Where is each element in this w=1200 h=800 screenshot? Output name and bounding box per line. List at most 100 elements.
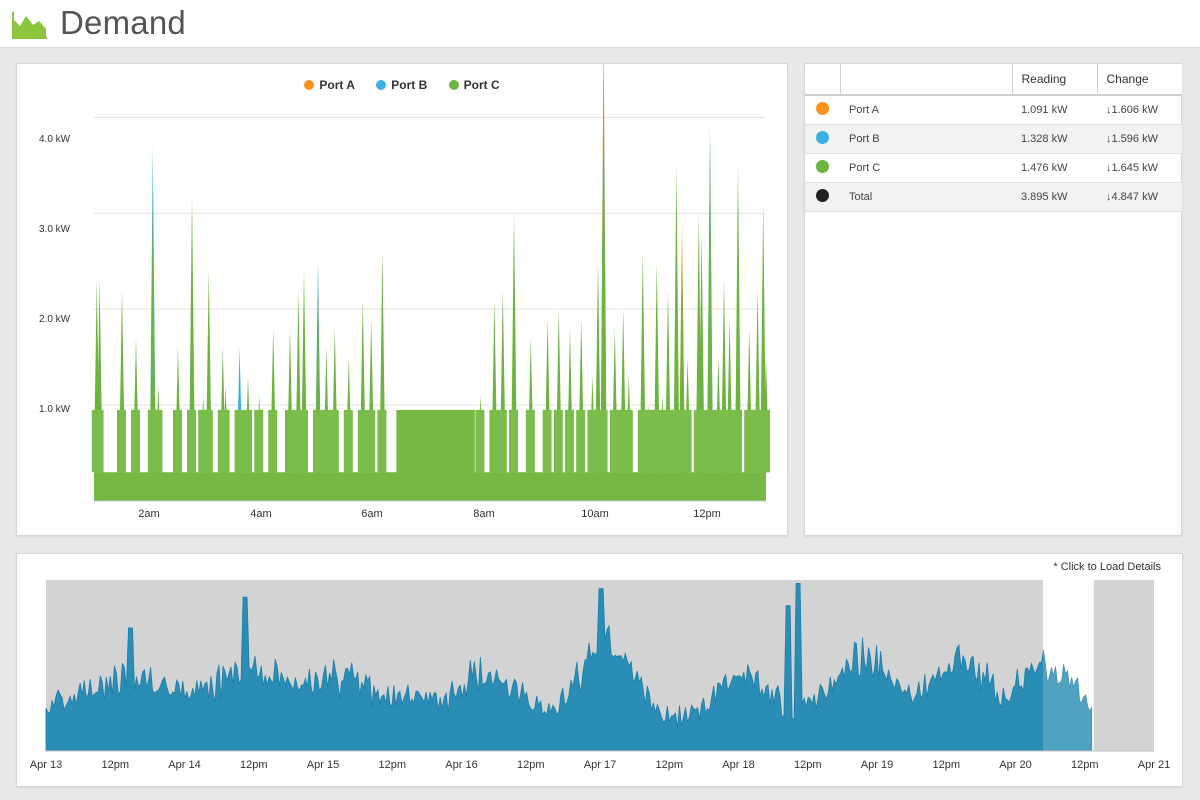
port-c-shoulder: [657, 409, 667, 473]
legend-label: Port A: [319, 78, 355, 92]
row-reading: 3.895 kW: [1012, 182, 1097, 212]
row-reading: 1.328 kW: [1012, 124, 1097, 154]
port-c-shoulder: [696, 409, 706, 473]
demand-plot[interactable]: [17, 64, 789, 504]
port-c-shoulder: [598, 409, 608, 473]
port-c-shoulder: [198, 409, 208, 473]
page-header: Demand: [0, 0, 1200, 48]
port-c-shoulder: [593, 409, 602, 473]
navigator-tick-label: Apr 15: [306, 759, 340, 771]
port-c-spike: [149, 203, 156, 473]
port-c-shoulder: [475, 409, 485, 473]
port-c-shoulder: [203, 409, 213, 473]
table-row[interactable]: Port C 1.476 kW ↓1.645 kW: [805, 153, 1182, 183]
port-c-shoulder: [173, 409, 182, 473]
port-c-shoulder: [618, 409, 628, 473]
chart-legend: Port A Port B Port C: [17, 78, 787, 92]
port-c-spike: [707, 146, 713, 473]
row-reading: 1.091 kW: [1012, 95, 1097, 125]
row-marker: [805, 182, 840, 212]
port-a-dot: [816, 101, 829, 115]
row-change: ↓1.596 kW: [1097, 124, 1182, 154]
port-c-shoulder: [366, 409, 376, 473]
row-name: Port A: [840, 95, 1012, 125]
x-tick-label: 10am: [581, 508, 609, 520]
navigator-tick-label: 12pm: [101, 759, 130, 771]
page-title: Demand: [60, 4, 186, 41]
port-c-shoulder: [671, 409, 681, 473]
port-c-shoulder: [268, 409, 278, 473]
navigator-tick-label: Apr 20: [999, 759, 1032, 771]
port-c-shoulder: [357, 409, 367, 473]
table-row[interactable]: Port A 1.091 kW ↓1.606 kW: [805, 95, 1182, 125]
y-tick-label: 2.0 kW: [39, 314, 71, 325]
row-change: ↓1.645 kW: [1097, 153, 1182, 183]
port-c-spike: [735, 165, 741, 473]
navigator-tick-label: 12pm: [793, 759, 822, 771]
port-c-shoulder: [153, 409, 163, 473]
port-c-shoulder: [117, 409, 126, 473]
row-marker: [805, 124, 840, 154]
table-row[interactable]: Port B 1.328 kW ↓1.596 kW: [805, 124, 1182, 154]
navigator-tick-label: Apr 17: [583, 759, 617, 771]
row-name: Total: [840, 182, 1012, 212]
navigator-plot[interactable]: [17, 554, 1184, 759]
navigator-selected-range[interactable]: [1042, 580, 1094, 751]
port-c-shoulder: [553, 409, 563, 473]
y-tick-label: 3.0 kW: [39, 224, 71, 235]
port-b-dot: [816, 130, 829, 144]
port-c-area: [94, 409, 766, 501]
port-c-shoulder: [719, 409, 728, 473]
row-name: Port C: [840, 153, 1012, 183]
port-c-shoulder: [761, 409, 770, 473]
navigator-tick-label: 12pm: [378, 759, 407, 771]
row-change: ↓4.847 kW: [1097, 182, 1182, 212]
port-c-shoulder: [643, 409, 653, 473]
navigator-series-area: [45, 583, 1093, 752]
navigator-tick-label: 12pm: [239, 759, 268, 771]
navigator-tick-label: Apr 19: [860, 759, 894, 771]
navigator-panel: * Click to Load Details Apr 13 12pm Apr 14…: [16, 553, 1183, 787]
load-details-link[interactable]: * Click to Load Details: [1053, 561, 1161, 573]
x-tick-label: 6am: [361, 508, 383, 520]
navigator-tick-label: 12pm: [655, 759, 684, 771]
port-c-shoulder: [637, 409, 647, 473]
navigator-tick-label: Apr 21: [1137, 759, 1171, 771]
port-c-dot: [816, 159, 829, 173]
port-c-shoulder: [94, 409, 104, 473]
legend-item-port-c[interactable]: Port C: [448, 78, 500, 92]
column-header-reading[interactable]: Reading: [1012, 64, 1098, 96]
port-c-shoulder: [682, 409, 692, 473]
column-header-marker: [805, 64, 841, 96]
legend-marker: [376, 80, 387, 90]
port-c-shoulder: [525, 409, 535, 473]
legend-item-port-b[interactable]: Port B: [376, 78, 427, 92]
port-c-shoulder: [321, 409, 331, 473]
navigator-mask-right: [1093, 580, 1154, 751]
x-tick-label: 4am: [250, 508, 272, 520]
x-tick-label: 8am: [473, 508, 495, 520]
demand-chart-panel: Port A Port B Port C 1.0 kW 2.0 kW 3.0 k…: [16, 63, 788, 536]
port-c-shoulder: [752, 409, 762, 473]
port-c-shoulder: [187, 409, 196, 473]
row-name: Port B: [840, 124, 1012, 154]
port-c-shoulder: [329, 409, 339, 473]
port-c-shoulder: [285, 409, 294, 473]
legend-label: Port C: [463, 78, 500, 92]
table-row[interactable]: Total 3.895 kW ↓4.847 kW: [805, 182, 1182, 212]
readings-table: Reading Change Port A 1.091 kW ↓1.606 kW…: [805, 64, 1182, 212]
column-header-change[interactable]: Change: [1097, 64, 1182, 96]
x-tick-label: 2am: [138, 508, 160, 520]
column-header-name: [840, 64, 1013, 96]
port-c-shoulder: [542, 409, 552, 473]
port-c-shoulder: [587, 409, 597, 473]
port-c-spike: [673, 165, 680, 473]
port-c-shoulder: [489, 409, 499, 473]
port-c-shoulder: [565, 409, 574, 473]
legend-item-port-a[interactable]: Port A: [304, 78, 355, 92]
port-c-shoulder: [623, 409, 633, 473]
row-change: ↓1.606 kW: [1097, 95, 1182, 125]
port-c-spike: [511, 213, 517, 473]
navigator-tick-label: Apr 13: [29, 759, 63, 771]
port-c-spike: [600, 98, 607, 473]
